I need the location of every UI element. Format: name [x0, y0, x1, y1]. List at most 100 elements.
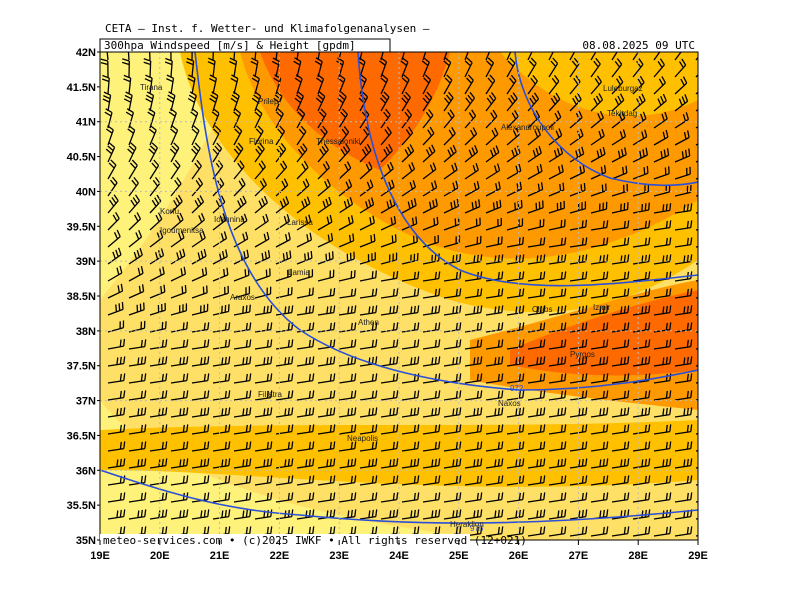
wind-barb	[105, 125, 114, 146]
wind-barb	[590, 128, 605, 146]
wind-barb	[401, 407, 420, 418]
x-tick-label: 24E	[389, 550, 409, 562]
wind-barb	[254, 125, 264, 146]
wind-barb	[422, 198, 438, 214]
wind-barb	[380, 475, 399, 486]
wind-barb	[548, 424, 567, 435]
wind-barb	[191, 248, 207, 265]
contour-label: 975	[470, 524, 484, 533]
wind-barb	[338, 441, 357, 452]
wind-barb	[338, 458, 357, 469]
wind-barb	[611, 356, 630, 367]
wind-barb	[422, 407, 441, 418]
wind-barb	[359, 424, 378, 435]
wind-barb	[632, 237, 651, 248]
wind-barb	[254, 356, 273, 367]
city: Neapolis	[347, 434, 378, 443]
wind-barb	[569, 146, 585, 163]
wind-barb	[653, 220, 672, 231]
wind-barb	[527, 218, 545, 231]
wind-barb	[191, 441, 210, 452]
wind-barb	[674, 407, 693, 418]
wind-barb	[611, 183, 628, 197]
wind-barb	[548, 407, 567, 418]
y-tick-label: 41N	[76, 117, 96, 129]
wind-barb	[653, 526, 672, 537]
wind-barb	[653, 356, 672, 367]
wind-barb	[485, 475, 504, 486]
wind-barb	[170, 475, 189, 486]
wind-barb	[400, 57, 409, 78]
wind-barb	[611, 390, 630, 401]
wind-barb	[212, 249, 228, 265]
city: Izmir	[593, 303, 611, 312]
wind-barb	[548, 526, 567, 537]
wind-barb	[632, 407, 651, 418]
wind-barb	[186, 57, 195, 78]
wind-barb	[338, 270, 356, 282]
wind-barb	[653, 76, 666, 95]
wind-barb	[145, 91, 155, 112]
wind-barb	[149, 302, 166, 316]
wind-barb	[569, 52, 576, 61]
wind-barb	[632, 271, 651, 282]
city: Ioannina	[214, 215, 245, 224]
wind-barb	[527, 492, 546, 503]
wind-barb	[485, 288, 504, 299]
wind-barb	[149, 373, 168, 384]
wind-barb	[233, 304, 251, 316]
wind-barb	[464, 288, 483, 299]
wind-barb	[191, 492, 210, 503]
wind-barb	[527, 271, 546, 282]
wind-barb	[506, 109, 519, 129]
wind-barb	[170, 159, 181, 180]
wind-barb	[548, 75, 560, 95]
wind-barb	[506, 526, 525, 537]
wind-barb	[548, 356, 567, 367]
wind-barb	[632, 390, 651, 401]
wind-barb	[590, 458, 609, 469]
wind-barb	[443, 198, 460, 214]
wind-barb	[401, 339, 420, 350]
wind-barb	[317, 492, 336, 503]
product-box	[99, 38, 391, 53]
wind-barb	[212, 142, 223, 163]
wind-barb	[233, 142, 244, 163]
wind-barb	[107, 356, 126, 367]
wind-barb	[191, 339, 210, 350]
wind-barb	[316, 74, 325, 95]
wind-barb	[293, 57, 302, 78]
wind-barb	[380, 179, 395, 197]
wind-barb	[401, 441, 420, 452]
wind-barb	[695, 212, 698, 214]
wind-barb	[380, 126, 392, 146]
wind-barb	[230, 91, 240, 112]
wind-barb	[296, 356, 315, 367]
wind-barb	[569, 492, 588, 503]
wind-barb	[296, 160, 309, 180]
wind-barb	[674, 509, 693, 520]
wind-barb	[485, 492, 504, 503]
wind-barb	[128, 230, 143, 248]
wind-barb	[422, 126, 435, 146]
wind-barb	[653, 441, 672, 452]
wind-barb	[548, 92, 561, 112]
wind-barb	[401, 424, 420, 435]
wind-barb	[170, 458, 189, 469]
wind-barb	[527, 254, 546, 265]
wind-barb	[380, 407, 399, 418]
wind-barb	[212, 441, 231, 452]
wind-barb	[107, 492, 126, 503]
wind-barb	[422, 271, 441, 282]
wind-barb	[632, 165, 649, 180]
y-tick-label: 37N	[76, 396, 96, 408]
x-tick-label: 22E	[270, 550, 290, 562]
wind-barb	[128, 509, 147, 520]
wind-barb	[443, 475, 462, 486]
wind-barb	[632, 458, 651, 469]
wind-barb	[338, 390, 357, 401]
wind-barb	[338, 492, 357, 503]
wind-barb	[569, 219, 588, 231]
wind-barb	[275, 407, 294, 418]
